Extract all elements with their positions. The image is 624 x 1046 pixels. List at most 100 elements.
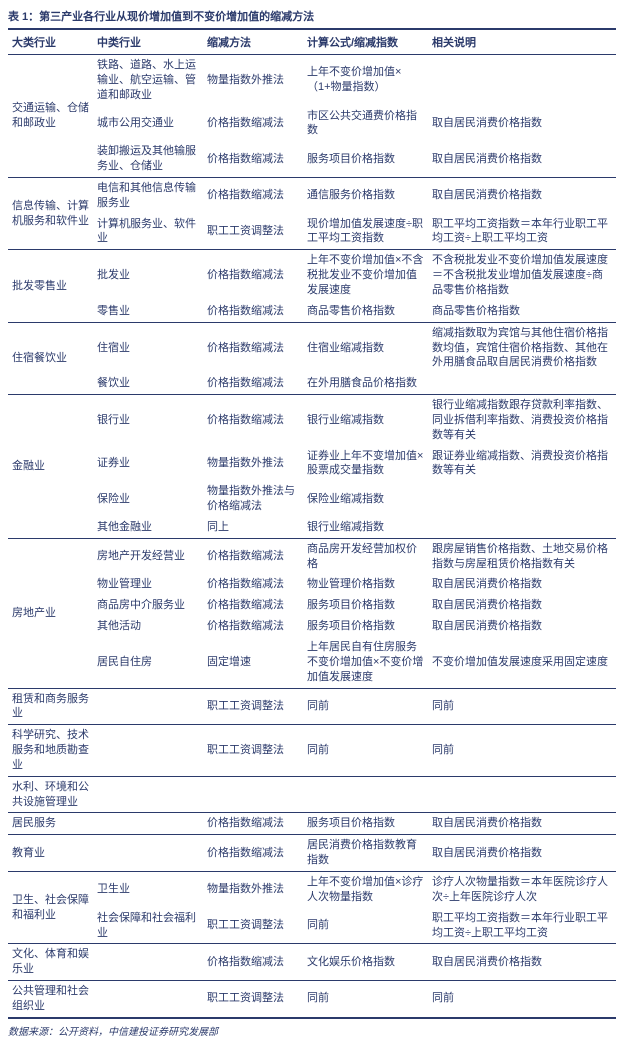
- cell-mid: [93, 688, 203, 725]
- table-row: 城市公用交通业价格指数缩减法市区公共交通费价格指数取自居民消费价格指数: [8, 106, 616, 142]
- cell-mid: 证券业: [93, 446, 203, 482]
- table-row: 文化、体育和娱乐业价格指数缩减法文化娱乐价格指数取自居民消费价格指数: [8, 944, 616, 981]
- cell-mid: [93, 725, 203, 777]
- table-row: 社会保障和社会福利业职工工资调整法同前职工平均工资指数＝本年行业职工平均工资÷上…: [8, 908, 616, 944]
- cell-mid: 住宿业: [93, 322, 203, 373]
- cell-note: [428, 373, 616, 394]
- cell-mid: 房地产开发经营业: [93, 538, 203, 574]
- cell-major: 公共管理和社会组织业: [8, 981, 93, 1018]
- cell-formula: 同前: [303, 725, 428, 777]
- cell-mid: 餐饮业: [93, 373, 203, 394]
- cell-mid: 电信和其他信息传输服务业: [93, 177, 203, 213]
- cell-method: 价格指数缩减法: [203, 106, 303, 142]
- data-source: 数据来源：公开资料，中信建投证券研究发展部: [8, 1023, 616, 1038]
- cell-formula: 文化娱乐价格指数: [303, 944, 428, 981]
- cell-method: 价格指数缩减法: [203, 616, 303, 637]
- cell-method: 职工工资调整法: [203, 981, 303, 1018]
- cell-formula: 商品房开发经营加权价格: [303, 538, 428, 574]
- cell-formula: 上年居民自有住房服务不变价增加值×不变价增加值发展速度: [303, 637, 428, 688]
- cell-note: 取自居民消费价格指数: [428, 835, 616, 872]
- cell-formula: 商品零售价格指数: [303, 301, 428, 322]
- cell-note: [428, 517, 616, 538]
- table-row: 信息传输、计算机服务和软件业电信和其他信息传输服务业价格指数缩减法通信服务价格指…: [8, 177, 616, 213]
- cell-mid: 装卸搬运及其他输服务业、仓储业: [93, 141, 203, 177]
- table-row: 房地产业房地产开发经营业价格指数缩减法商品房开发经营加权价格跟房屋销售价格指数、…: [8, 538, 616, 574]
- table-row: 交通运输、仓储和邮政业铁路、道路、水上运输业、航空运输、管道和邮政业物量指数外推…: [8, 55, 616, 106]
- table-row: 教育业价格指数缩减法居民消费价格指数教育指数取自居民消费价格指数: [8, 835, 616, 872]
- cell-note: 同前: [428, 725, 616, 777]
- cell-mid: 社会保障和社会福利业: [93, 908, 203, 944]
- cell-note: 商品零售价格指数: [428, 301, 616, 322]
- table-row: 水利、环境和公共设施管理业: [8, 776, 616, 813]
- cell-method: 价格指数缩减法: [203, 813, 303, 835]
- cell-formula: 银行业缩减指数: [303, 395, 428, 446]
- cell-method: 同上: [203, 517, 303, 538]
- cell-method: 职工工资调整法: [203, 908, 303, 944]
- cell-formula: 同前: [303, 981, 428, 1018]
- cell-formula: 保险业缩减指数: [303, 481, 428, 517]
- cell-formula: 物业管理价格指数: [303, 574, 428, 595]
- table-row: 居民自住房固定增速上年居民自有住房服务不变价增加值×不变价增加值发展速度不变价增…: [8, 637, 616, 688]
- table-row: 其他活动价格指数缩减法服务项目价格指数取自居民消费价格指数: [8, 616, 616, 637]
- col-method: 缩减方法: [203, 29, 303, 55]
- cell-formula: 上年不变价增加值×不含税批发业不变价增加值发展速度: [303, 250, 428, 301]
- cell-note: 取自居民消费价格指数: [428, 944, 616, 981]
- cell-note: 银行业缩减指数跟存贷款利率指数、同业拆借利率指数、消费投资价格指数等有关: [428, 395, 616, 446]
- cell-note: 跟证券业缩减指数、消费投资价格指数等有关: [428, 446, 616, 482]
- cell-method: 物量指数外推法: [203, 446, 303, 482]
- table-row: 装卸搬运及其他输服务业、仓储业价格指数缩减法服务项目价格指数取自居民消费价格指数: [8, 141, 616, 177]
- cell-method: 职工工资调整法: [203, 688, 303, 725]
- table-row: 保险业物量指数外推法与价格缩减法保险业缩减指数: [8, 481, 616, 517]
- col-formula: 计算公式/缩减指数: [303, 29, 428, 55]
- cell-method: [203, 776, 303, 813]
- cell-note: 同前: [428, 981, 616, 1018]
- cell-method: 固定增速: [203, 637, 303, 688]
- cell-method: 物量指数外推法与价格缩减法: [203, 481, 303, 517]
- cell-note: [428, 481, 616, 517]
- cell-mid: [93, 944, 203, 981]
- cell-formula: 居民消费价格指数教育指数: [303, 835, 428, 872]
- cell-major: 房地产业: [8, 538, 93, 688]
- table-row: 公共管理和社会组织业职工工资调整法同前同前: [8, 981, 616, 1018]
- cell-note: 跟房屋销售价格指数、土地交易价格指数与房屋租赁价格指数有关: [428, 538, 616, 574]
- cell-mid: 其他金融业: [93, 517, 203, 538]
- table-row: 物业管理业价格指数缩减法物业管理价格指数取自居民消费价格指数: [8, 574, 616, 595]
- cell-note: 取自居民消费价格指数: [428, 106, 616, 142]
- cell-note: 不变价增加值发展速度采用固定速度: [428, 637, 616, 688]
- cell-note: 取自居民消费价格指数: [428, 813, 616, 835]
- cell-formula: 服务项目价格指数: [303, 616, 428, 637]
- cell-note: 诊疗人次物量指数＝本年医院诊疗人次÷上年医院诊疗人次: [428, 871, 616, 907]
- cell-formula: 在外用膳食品价格指数: [303, 373, 428, 394]
- cell-mid: [93, 981, 203, 1018]
- table-title: 表 1：第三产业各行业从现价增加值到不变价增加值的缩减方法: [8, 8, 616, 24]
- cell-note: 取自居民消费价格指数: [428, 177, 616, 213]
- main-table: 大类行业 中类行业 缩减方法 计算公式/缩减指数 相关说明 交通运输、仓储和邮政…: [8, 28, 616, 1019]
- cell-note: 取自居民消费价格指数: [428, 616, 616, 637]
- cell-mid: 保险业: [93, 481, 203, 517]
- cell-method: 价格指数缩减法: [203, 301, 303, 322]
- cell-method: 价格指数缩减法: [203, 141, 303, 177]
- cell-formula: 服务项目价格指数: [303, 813, 428, 835]
- cell-formula: 证券业上年不变增加值×股票成交量指数: [303, 446, 428, 482]
- cell-major: 居民服务: [8, 813, 93, 835]
- cell-mid: 计算机服务业、软件业: [93, 214, 203, 250]
- cell-mid: 批发业: [93, 250, 203, 301]
- cell-major: 批发零售业: [8, 250, 93, 322]
- cell-formula: 服务项目价格指数: [303, 141, 428, 177]
- cell-mid: [93, 813, 203, 835]
- cell-major: 科学研究、技术服务和地质勘查业: [8, 725, 93, 777]
- cell-major: 信息传输、计算机服务和软件业: [8, 177, 93, 249]
- cell-formula: 同前: [303, 688, 428, 725]
- cell-mid: 零售业: [93, 301, 203, 322]
- cell-formula: 同前: [303, 908, 428, 944]
- cell-method: 价格指数缩减法: [203, 595, 303, 616]
- table-row: 批发零售业批发业价格指数缩减法上年不变价增加值×不含税批发业不变价增加值发展速度…: [8, 250, 616, 301]
- cell-mid: [93, 835, 203, 872]
- cell-major: 金融业: [8, 395, 93, 539]
- cell-mid: 城市公用交通业: [93, 106, 203, 142]
- cell-major: 住宿餐饮业: [8, 322, 93, 394]
- table-row: 零售业价格指数缩减法商品零售价格指数商品零售价格指数: [8, 301, 616, 322]
- cell-formula: 服务项目价格指数: [303, 595, 428, 616]
- cell-major: 文化、体育和娱乐业: [8, 944, 93, 981]
- cell-method: 价格指数缩减法: [203, 250, 303, 301]
